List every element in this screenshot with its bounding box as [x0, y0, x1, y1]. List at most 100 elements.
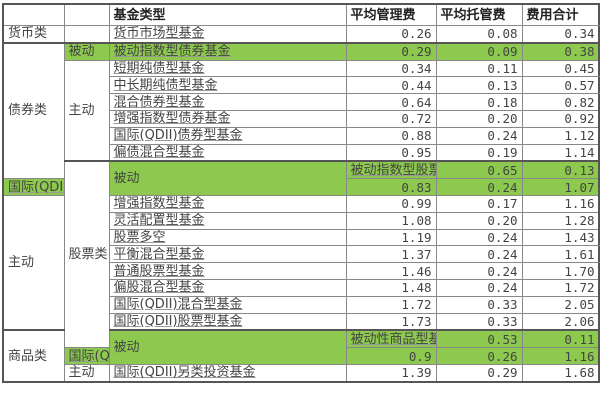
table-row: 增强指数型债券基金 0.72 0.20 0.92	[3, 109, 600, 128]
fund-type-cell: 灵活配置型基金	[108, 211, 347, 230]
fund-type-cell: 被动指数型债券基金	[108, 41, 347, 61]
total-fee-cell: 1.70	[521, 262, 600, 280]
subtype-cell	[63, 24, 110, 44]
header-row: 基金类型 平均管理费 平均托管费 费用合计	[2, 3, 600, 26]
table-row: 中长期纯债型基金 0.44 0.13 0.57	[3, 76, 600, 95]
fund-type-cell: 国际(QDII)被动性另类投资基金	[63, 347, 110, 365]
custody-fee-cell: 0.13	[435, 76, 523, 95]
custody-fee-cell: 0.17	[435, 194, 523, 213]
custody-fee-cell: 0.24	[435, 178, 523, 196]
table-row: 灵活配置型基金 1.08 0.20 1.28	[3, 211, 600, 230]
mgmt-fee-cell: 0.44	[345, 76, 437, 95]
total-fee-cell: 0.38	[521, 41, 600, 61]
fund-type-cell: 短期纯债型基金	[108, 59, 347, 78]
category-cell: 商品类	[2, 329, 65, 383]
category-cell: 货币类	[2, 24, 65, 44]
header-custody-fee: 平均托管费	[435, 3, 523, 26]
mgmt-fee-cell: 1.46	[345, 262, 437, 280]
subtype-cell: 主动	[2, 194, 65, 331]
mgmt-fee-cell: 0.88	[345, 126, 437, 145]
total-fee-cell: 1.61	[521, 245, 600, 264]
custody-fee-cell: 0.29	[435, 363, 523, 383]
mgmt-fee-cell: 0.99	[345, 194, 437, 213]
custody-fee-cell: 0.11	[521, 329, 600, 349]
custody-fee-cell: 0.26	[435, 347, 523, 365]
total-fee-cell: 1.07	[521, 178, 600, 196]
custody-fee-cell: 0.11	[435, 59, 523, 78]
total-fee-cell: 0.34	[521, 24, 600, 44]
fund-type-cell: 增强指数型债券基金	[108, 109, 347, 128]
mgmt-fee-cell: 1.48	[345, 278, 437, 297]
header-total-fee: 费用合计	[521, 3, 600, 26]
header-fund-type: 基金类型	[108, 3, 347, 26]
table-row: 国际(QDII)债券型基金 0.88 0.24 1.12	[3, 126, 600, 145]
custody-fee-cell: 0.33	[435, 312, 523, 331]
table-row: 主动 国际(QDII)另类投资基金 1.39 0.29 1.68	[3, 363, 600, 383]
fund-type-cell: 国际(QDII)混合型基金	[108, 295, 347, 314]
total-fee-cell: 0.82	[521, 93, 600, 111]
fund-type-cell: 国际(QDII)被动型指数基金	[2, 178, 65, 196]
total-fee-cell: 1.72	[521, 278, 600, 297]
mgmt-fee-cell: 0.83	[345, 178, 437, 196]
fund-type-cell: 平衡混合型基金	[108, 245, 347, 264]
total-fee-cell: 1.68	[521, 363, 600, 383]
fund-type-cell: 偏债混合型基金	[108, 143, 347, 162]
custody-fee-cell: 0.24	[435, 262, 523, 280]
category-cell: 债券类	[2, 41, 65, 180]
fund-type-cell: 普通股票型基金	[108, 262, 347, 280]
mgmt-fee-cell: 1.37	[345, 245, 437, 264]
subtype-cell: 主动	[63, 363, 110, 383]
custody-fee-cell: 0.24	[435, 126, 523, 145]
custody-fee-cell: 0.24	[435, 278, 523, 297]
subtype-cell: 主动	[63, 59, 110, 162]
total-fee-cell: 1.28	[521, 211, 600, 230]
custody-fee-cell: 0.18	[435, 93, 523, 111]
mgmt-fee-cell: 0.53	[435, 329, 523, 349]
fund-type-cell: 增强指数型基金	[108, 194, 347, 213]
custody-fee-cell: 0.20	[435, 211, 523, 230]
mgmt-fee-cell: 1.39	[345, 363, 437, 383]
table-row: 商品类被动被动性商品型基金0.530.110.64	[2, 329, 600, 383]
fund-type-cell: 混合债券型基金	[108, 93, 347, 111]
total-fee-cell: 1.16	[521, 194, 600, 213]
table-row: 主动 短期纯债型基金 0.34 0.11 0.45	[3, 59, 600, 162]
table-row: 平衡混合型基金 1.37 0.24 1.61	[3, 245, 600, 264]
custody-fee-cell: 0.13	[521, 160, 600, 180]
category-cell: 股票类	[63, 160, 110, 349]
total-fee-cell: 0.92	[521, 109, 600, 128]
fund-type-cell: 国际(QDII)另类投资基金	[108, 363, 347, 383]
total-fee-cell: 1.14	[521, 143, 600, 162]
fund-type-cell: 偏股混合型基金	[108, 278, 347, 297]
mgmt-fee-cell: 0.64	[345, 93, 437, 111]
total-fee-cell: 1.12	[521, 126, 600, 145]
table-row: 货币类 货币市场型基金 0.26 0.08 0.34	[2, 24, 600, 44]
fund-fee-table: 基金类型 平均管理费 平均托管费 费用合计 货币类 货币市场型基金 0.26 0.08…	[2, 3, 600, 383]
fund-type-cell: 被动指数型股票基金	[345, 160, 437, 180]
custody-fee-cell: 0.19	[435, 143, 523, 162]
header-subtype	[63, 3, 110, 26]
subtype-cell: 被动	[108, 329, 347, 365]
total-fee-cell: 2.06	[521, 312, 600, 331]
custody-fee-cell: 0.33	[435, 295, 523, 314]
custody-fee-cell: 0.20	[435, 109, 523, 128]
header-mgmt-fee: 平均管理费	[345, 3, 437, 26]
total-fee-cell: 1.43	[521, 228, 600, 247]
total-fee-cell: 2.05	[521, 295, 600, 314]
mgmt-fee-cell: 0.95	[345, 143, 437, 162]
table-row: 股票类被动被动指数型股票基金0.650.130.78	[3, 160, 600, 349]
mgmt-fee-cell: 1.08	[345, 211, 437, 230]
mgmt-fee-cell: 0.29	[345, 41, 437, 61]
table-row: 股票多空 1.19 0.24 1.43	[3, 228, 600, 247]
mgmt-fee-cell: 0.9	[345, 347, 437, 365]
total-fee-cell: 0.45	[521, 59, 600, 78]
mgmt-fee-cell: 1.72	[345, 295, 437, 314]
mgmt-fee-cell: 0.72	[345, 109, 437, 128]
mgmt-fee-cell: 1.19	[345, 228, 437, 247]
table-row: 债券类 被动 被动指数型债券基金 0.29 0.09 0.38	[2, 41, 600, 180]
table-row: 偏债混合型基金 0.95 0.19 1.14	[3, 143, 600, 162]
fund-type-cell: 股票多空	[108, 228, 347, 247]
mgmt-fee-cell: 1.73	[345, 312, 437, 331]
fund-type-cell: 被动性商品型基金	[345, 329, 437, 349]
custody-fee-cell: 0.24	[435, 245, 523, 264]
header-category	[2, 3, 65, 26]
